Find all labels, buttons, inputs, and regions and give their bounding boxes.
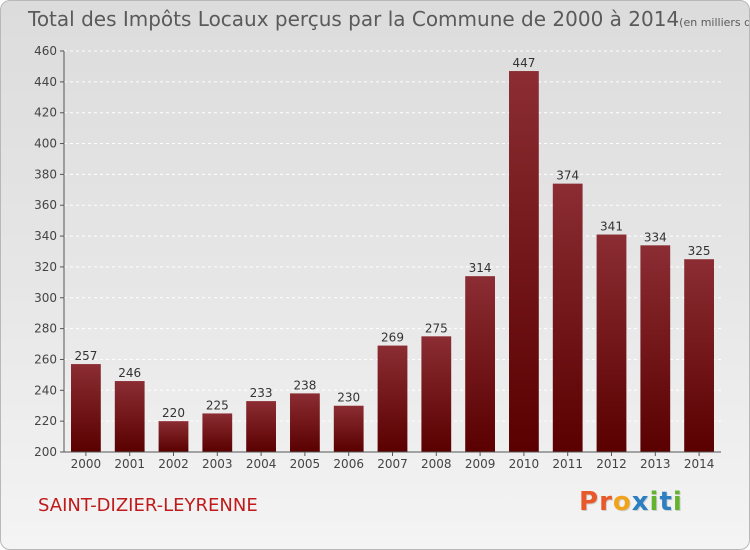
logo-letter: i [672,487,683,517]
bar-value-label: 341 [600,220,623,234]
bar [377,345,408,452]
bar-value-label: 334 [644,230,667,244]
bar-value-label: 230 [337,391,360,405]
bar [71,364,101,452]
y-tick-label: 280 [34,322,57,336]
bar [246,401,276,452]
bar-value-label: 257 [74,349,97,363]
logo-letter: r [599,487,613,517]
x-tick-label: 2011 [552,457,583,471]
chart-title-text: Total des Impôts Locaux perçus par la Co… [28,7,680,31]
bar [114,381,145,452]
y-tick-label: 380 [34,167,57,181]
proxiti-logo: Proxiti [579,487,683,517]
commune-name: SAINT-DIZIER-LEYRENNE [38,495,258,516]
logo-letter: t [659,487,673,517]
logo-letter: o [612,487,632,517]
x-tick-label: 2012 [596,457,627,471]
y-tick-label: 420 [34,106,57,120]
x-tick-label: 2014 [684,457,715,471]
bar [640,245,671,452]
bar [684,259,714,452]
x-tick-label: 2008 [421,457,452,471]
logo-letter: P [579,487,600,517]
x-tick-label: 2003 [202,457,233,471]
bar-value-label: 238 [293,378,316,392]
chart-subtitle: (en milliers d'€) [679,16,749,29]
y-tick-label: 340 [34,229,57,243]
y-tick-label: 240 [34,383,57,397]
chart-title: Total des Impôts Locaux perçus par la Co… [28,7,749,31]
bars: 257 246 220 225 233 238 230 269 275 314 447 374 341 3… [71,56,714,453]
y-tick-label: 300 [34,291,57,305]
x-tick-label: 2002 [158,457,189,471]
x-tick-label: 2010 [509,457,540,471]
bar [421,336,452,452]
bar-value-label: 225 [206,398,229,412]
bar-value-label: 246 [118,366,141,380]
bar-value-label: 269 [381,331,404,345]
bar-value-label: 447 [512,56,535,70]
y-tick-label: 360 [34,198,57,212]
x-tick-label: 2006 [333,457,364,471]
x-tick-label: 2000 [71,457,102,471]
bar-value-label: 314 [469,261,492,275]
bar-value-label: 374 [556,169,579,183]
bar [465,276,495,452]
bar [596,234,627,452]
bar [333,405,364,452]
y-tick-label: 260 [34,352,57,366]
logo-letter: i [649,487,660,517]
y-tick-label: 220 [34,414,57,428]
x-tick-label: 2009 [465,457,496,471]
bar [509,71,539,453]
x-tick-label: 2007 [377,457,408,471]
bar-value-label: 275 [425,321,448,335]
bar [290,393,320,452]
bar-value-label: 325 [688,244,711,258]
x-tick-label: 2013 [640,457,671,471]
y-tick-label: 460 [34,44,57,58]
axes: 200 220 240 260 280 300 320 340 360 380 400 420 440 4… [34,44,721,471]
logo-letter: x [631,487,650,517]
bar [552,183,583,452]
bar-value-label: 233 [250,386,273,400]
bar [202,413,233,452]
y-tick-label: 200 [34,445,57,459]
bar-value-label: 220 [162,406,185,420]
x-tick-label: 2005 [290,457,321,471]
y-tick-label: 440 [34,75,57,89]
y-tick-label: 400 [34,137,57,151]
x-tick-label: 2001 [114,457,145,471]
bar [158,421,189,452]
y-tick-label: 320 [34,260,57,274]
x-tick-label: 2004 [246,457,277,471]
